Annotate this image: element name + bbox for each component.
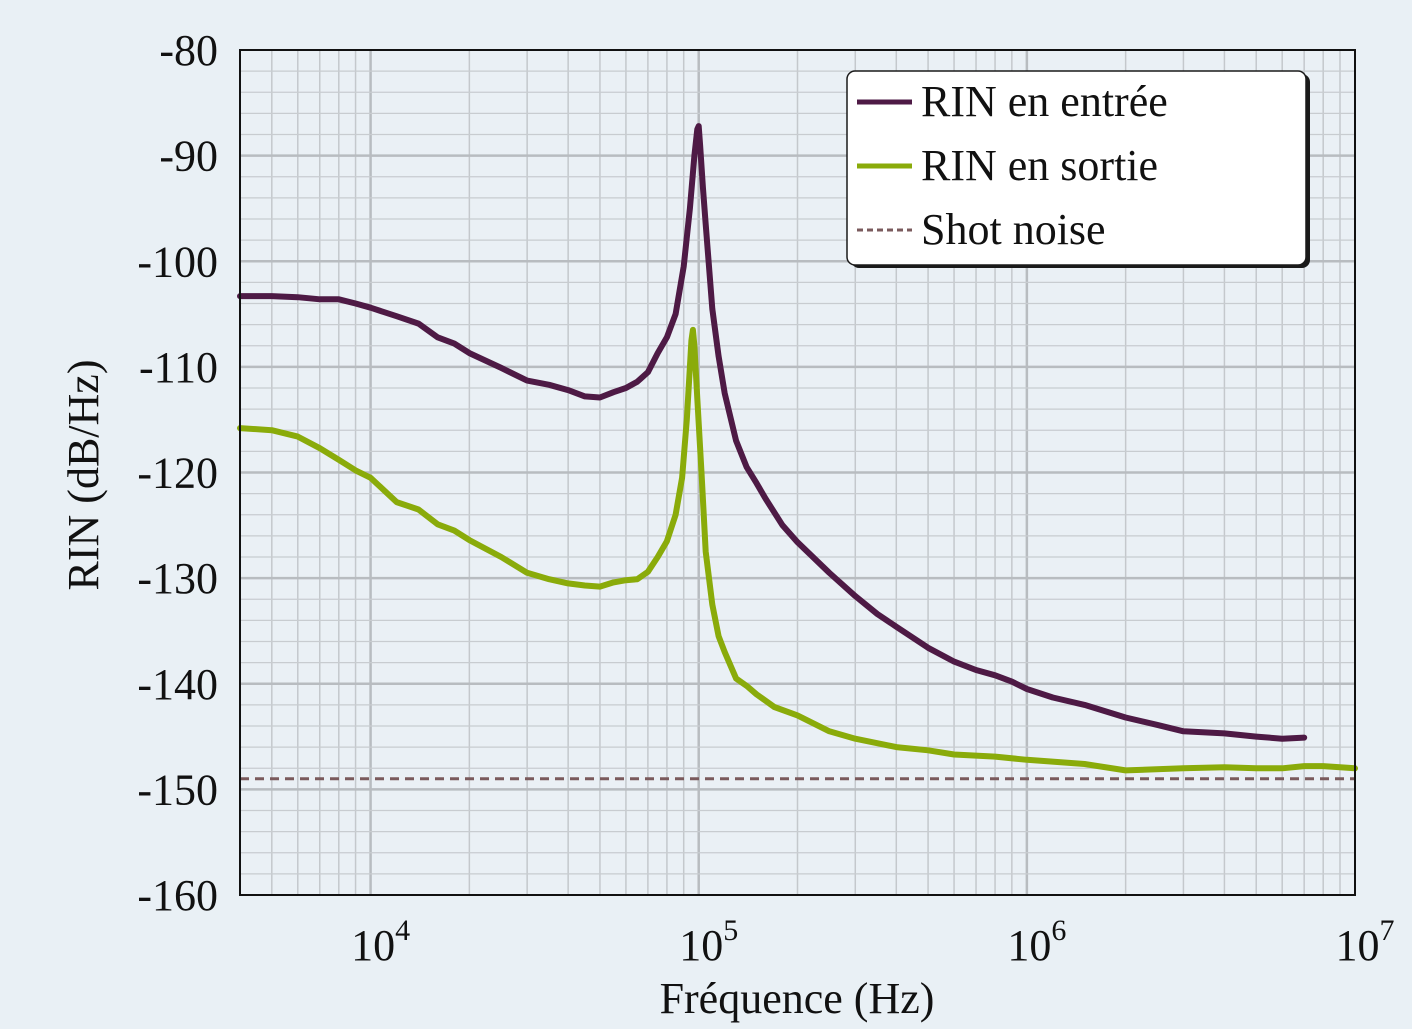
y-tick-label: -80 <box>159 26 218 75</box>
y-tick-label: -150 <box>137 765 218 814</box>
legend-box <box>846 70 1307 266</box>
legend-entries: RIN en entrée RIN en sortie Shot noise <box>857 77 1168 254</box>
series-lines <box>237 123 1358 781</box>
series-line-0 <box>237 123 1308 742</box>
y-tick-label: -120 <box>137 449 218 498</box>
x-tick-label: 106 <box>1007 914 1066 970</box>
x-tick-label: 105 <box>679 914 738 970</box>
series-line-1 <box>237 326 1358 774</box>
legend-label-0: RIN en entrée <box>921 77 1168 126</box>
legend-label-1: RIN en sortie <box>921 141 1158 190</box>
y-tick-label: -140 <box>137 660 218 709</box>
y-tick-label: -90 <box>159 132 218 181</box>
plot-frame <box>239 49 1356 896</box>
y-tick-label: -100 <box>137 237 218 286</box>
y-axis-ticks: -80 -90 -100 -110 -120 -130 -140 -150 -160 <box>137 26 218 920</box>
legend-label-2: Shot noise <box>921 205 1106 254</box>
y-tick-label: -160 <box>137 871 218 920</box>
y-tick-label: -130 <box>137 554 218 603</box>
x-axis-title: Fréquence (Hz) <box>660 974 935 1023</box>
x-tick-label: 107 <box>1336 914 1395 970</box>
legend: RIN en entrée RIN en sortie Shot noise <box>846 70 1310 268</box>
x-axis-ticks: 104 105 106 107 <box>351 914 1394 970</box>
x-tick-label: 104 <box>351 914 410 970</box>
y-tick-label: -110 <box>139 343 218 392</box>
y-axis-title: RIN (dB/Hz) <box>59 360 108 591</box>
